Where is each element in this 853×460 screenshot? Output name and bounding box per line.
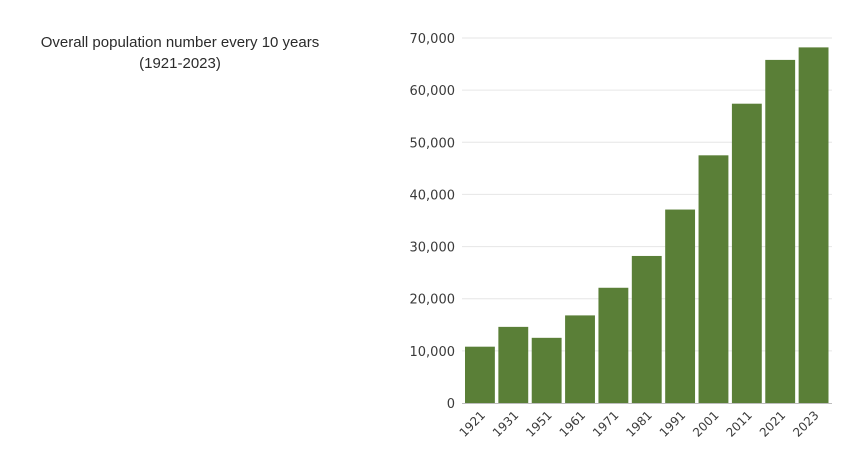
chart-title: Overall population number every 10 years <box>40 34 320 51</box>
x-tick-label: 1991 <box>657 408 688 439</box>
bar-2023 <box>798 47 829 404</box>
x-tick-label: 2001 <box>690 408 721 439</box>
bars <box>465 47 829 404</box>
chart-subtitle: (1921-2023) <box>139 55 221 72</box>
bar-1951 <box>531 337 562 403</box>
chart-title-block: Overall population number every 10 years… <box>0 32 360 74</box>
y-tick-label: 0 <box>447 397 455 412</box>
bar-2011 <box>731 103 762 403</box>
x-axis-ticks: 1921 1931 1951 1961 1971 1981 1991 2001 2011 2021… <box>457 408 822 439</box>
bar-1931 <box>498 326 529 403</box>
x-tick-label: 1921 <box>457 408 488 439</box>
bar-2001 <box>698 155 729 403</box>
x-tick-label: 1931 <box>490 408 521 439</box>
x-tick-label: 1951 <box>523 408 554 439</box>
x-tick-label: 1981 <box>623 408 654 439</box>
x-tick-label: 1961 <box>557 408 588 439</box>
y-tick-label: 20,000 <box>410 293 456 308</box>
x-tick-label: 2023 <box>790 408 821 439</box>
y-tick-label: 40,000 <box>410 188 456 203</box>
bar-1971 <box>598 287 629 403</box>
bar-1981 <box>631 255 662 403</box>
x-tick-label: 2021 <box>757 408 788 439</box>
bar-1921 <box>465 346 495 403</box>
bar-2021 <box>765 59 796 404</box>
y-axis-ticks: 0 10,000 20,000 30,000 40,000 50,000 60,000 70,… <box>410 32 456 412</box>
y-tick-label: 30,000 <box>410 241 456 256</box>
x-tick-label: 2011 <box>723 408 754 439</box>
y-tick-label: 50,000 <box>410 136 456 151</box>
y-tick-label: 10,000 <box>410 345 456 360</box>
y-tick-label: 60,000 <box>410 84 456 99</box>
y-tick-label: 70,000 <box>410 32 456 47</box>
x-tick-label: 1971 <box>590 408 621 439</box>
bar-1991 <box>665 209 696 403</box>
bar-1961 <box>565 315 595 403</box>
